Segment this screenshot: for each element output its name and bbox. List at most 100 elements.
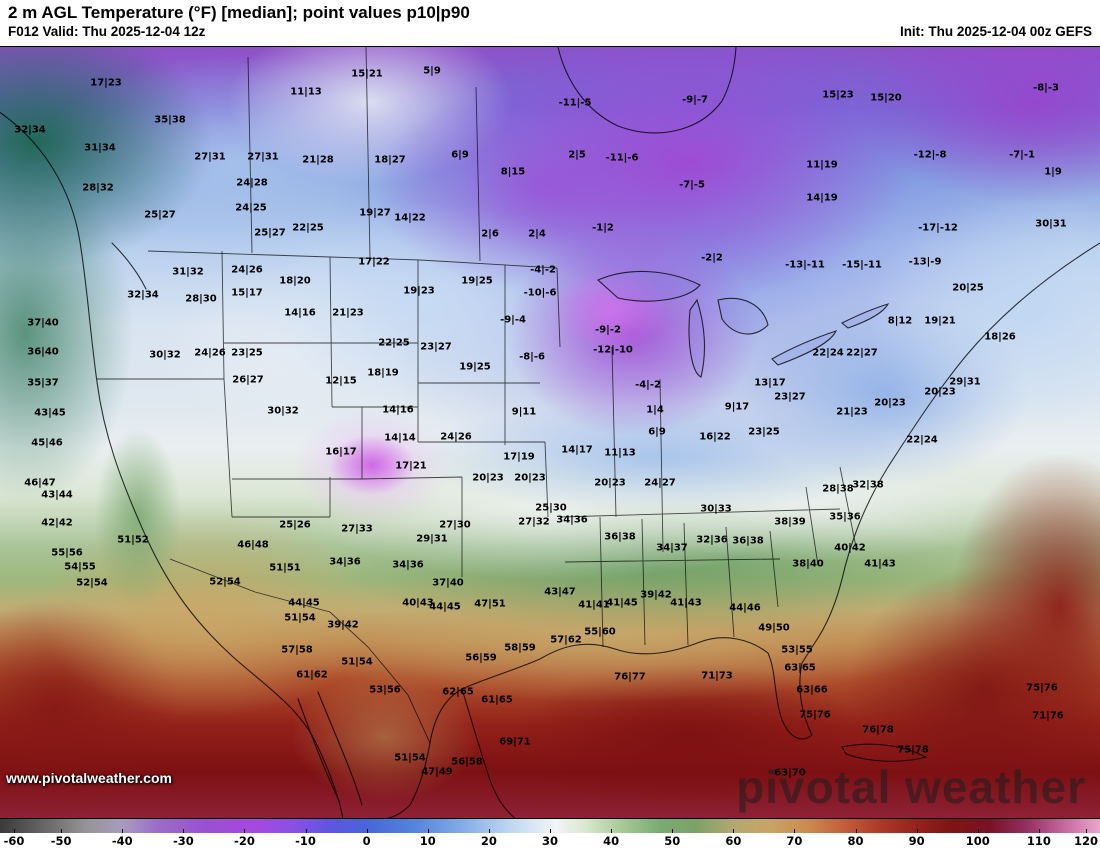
- point-value: 18|26: [984, 331, 1016, 343]
- point-value: 6|9: [451, 149, 469, 161]
- baja-coastline: [297, 691, 363, 806]
- temperature-field: [0, 47, 1100, 818]
- colorbar-tick-mark: [916, 829, 918, 833]
- west-coastline: [0, 111, 344, 818]
- point-value: 27|32: [518, 516, 550, 528]
- point-value: 11|13: [290, 86, 322, 98]
- point-value: 46|47: [24, 477, 56, 489]
- point-value: 55|56: [51, 547, 83, 559]
- colorbar-tick-mark: [14, 829, 15, 833]
- colorbar-gradient: [0, 818, 1100, 833]
- point-value: 19|27: [359, 207, 391, 219]
- point-value: 75|76: [799, 709, 831, 721]
- point-value: 69|71: [499, 736, 531, 748]
- point-value: 44|46: [729, 602, 761, 614]
- point-value: 54|55: [64, 561, 96, 573]
- point-value: 14|16: [284, 307, 316, 319]
- colorbar-tick-label: -60: [3, 834, 25, 848]
- point-value: 37|40: [432, 577, 464, 589]
- point-value: 14|14: [384, 432, 416, 444]
- point-value: 31|34: [84, 142, 116, 154]
- colorbar-tick-mark: [855, 829, 857, 833]
- colorbar-tick-mark: [122, 829, 124, 833]
- colorbar-tick-mark: [366, 829, 368, 833]
- point-value: 41|43: [864, 558, 896, 570]
- point-value: 47|49: [421, 766, 453, 778]
- colorbar-tick-mark: [305, 829, 307, 833]
- point-value: 56|59: [465, 652, 497, 664]
- point-value: -10|-6: [523, 287, 557, 299]
- point-value: 21|23: [332, 307, 364, 319]
- point-value: 43|44: [41, 489, 73, 501]
- point-value: 27|31: [247, 151, 279, 163]
- point-value: 29|31: [416, 533, 448, 545]
- point-value: 18|27: [374, 154, 406, 166]
- point-value: 75|78: [897, 744, 929, 756]
- point-value: 20|23: [472, 472, 504, 484]
- colorbar-tick-label: 80: [847, 834, 864, 848]
- point-value: 39|42: [327, 619, 359, 631]
- point-value: 17|23: [90, 77, 122, 89]
- point-value: 25|26: [279, 519, 311, 531]
- point-value: 41|41: [578, 599, 610, 611]
- point-value: 22|25: [292, 222, 324, 234]
- point-value: -12|-10: [593, 344, 633, 356]
- colorbar-tick-label: 10: [419, 834, 436, 848]
- point-value: 63|65: [784, 662, 816, 674]
- point-value: 27|33: [341, 523, 373, 535]
- point-value: 24|25: [235, 202, 267, 214]
- colorbar-tick-label: 120: [1073, 834, 1099, 848]
- point-value: 51|54: [284, 612, 316, 624]
- point-value: 23|27: [420, 341, 452, 353]
- point-value: 36|38: [732, 535, 764, 547]
- point-value: 28|38: [822, 483, 854, 495]
- colorbar-tick-mark: [672, 829, 674, 833]
- point-value: 34|36: [556, 514, 588, 526]
- point-value: 35|37: [27, 377, 59, 389]
- east-gulf-coastline: [385, 242, 1100, 818]
- point-value: 23|25: [748, 426, 780, 438]
- point-value: 51|54: [394, 752, 426, 764]
- point-value: 27|31: [194, 151, 226, 163]
- point-value: 58|59: [504, 642, 536, 654]
- point-value: 25|30: [535, 502, 567, 514]
- point-value: 22|24: [812, 347, 844, 359]
- colorbar-tick-mark: [488, 829, 490, 833]
- subheader: F012 Valid: Thu 2025-12-04 12z Init: Thu…: [0, 23, 1100, 39]
- point-value: 22|25: [378, 337, 410, 349]
- point-value: -9|-2: [595, 324, 621, 336]
- point-value: -11|-5: [558, 97, 592, 109]
- point-value: 17|22: [358, 256, 390, 268]
- point-value: 63|70: [774, 767, 806, 779]
- point-value: 30|31: [1035, 218, 1067, 230]
- point-value: 20|23: [924, 386, 956, 398]
- point-value: 15|17: [231, 287, 263, 299]
- point-value: 22|24: [906, 434, 938, 446]
- colorbar-tick-mark: [550, 829, 551, 833]
- point-value: 32|38: [852, 479, 884, 491]
- point-value: 41|43: [670, 597, 702, 609]
- point-value: 37|40: [27, 317, 59, 329]
- point-value: 45|46: [31, 437, 63, 449]
- point-value: 19|23: [403, 285, 435, 297]
- colorbar-tick-label: -20: [234, 834, 255, 848]
- point-value: 49|50: [758, 622, 790, 634]
- point-value: 61|62: [296, 669, 328, 681]
- point-value: 38|40: [792, 558, 824, 570]
- point-value: -11|-6: [605, 152, 639, 164]
- point-value: 8|15: [500, 166, 526, 178]
- point-value: 42|42: [41, 517, 73, 529]
- point-value: 14|16: [382, 404, 414, 416]
- colorbar-tick-label: 30: [541, 834, 559, 848]
- colorbar-tick-label: -10: [295, 834, 316, 848]
- point-value: 9|11: [511, 406, 537, 418]
- point-value: 1|9: [1044, 166, 1062, 178]
- vancouver-island-coast: [111, 242, 147, 290]
- province-borders: [247, 47, 481, 262]
- point-value: 32|34: [127, 289, 159, 301]
- colorbar-tick-mark: [1086, 829, 1087, 833]
- map-area: 17|23 35|38 11|13 15|21 5|9 -11|-5 -9|-7 15|23 1…: [0, 47, 1100, 818]
- point-value: 15|20: [870, 92, 902, 104]
- point-value: 11|19: [806, 159, 838, 171]
- point-value: 24|27: [644, 477, 676, 489]
